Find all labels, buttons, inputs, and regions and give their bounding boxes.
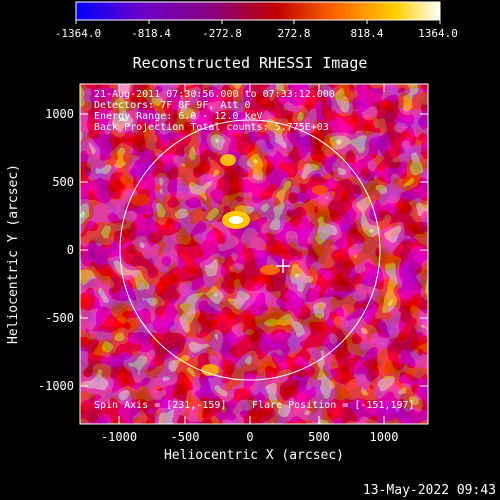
x-tick-label: 500 [308,430,330,444]
spin-axis-marker [276,259,290,273]
y-tick-label: -500 [45,311,74,325]
colorbar-tick-label: 818.4 [350,27,383,40]
y-tick-label: -1000 [38,379,74,393]
x-tick-label: 1000 [370,430,399,444]
bright-source [312,185,328,195]
colorbar-gradient [75,1,441,21]
x-tick-labels: -1000 -500 0 500 1000 [101,430,399,444]
time-range-text: 21-Aug-2011 07:30:56.000 to 07:33:12.000 [94,89,335,100]
colorbar-tick-label: 1364.0 [418,27,458,40]
energy-range-text: Energy Range: 6.0 - 12.0 keV [94,111,263,122]
colorbar-tick-label: -272.8 [202,27,242,40]
spin-axis-text: Spin Axis = [231,-159] [94,400,226,411]
colorbar-tick-label: 272.8 [277,27,310,40]
y-tick-labels: 1000 500 0 -500 -1000 [38,107,74,393]
image-area [80,84,428,424]
y-tick-label: 1000 [45,107,74,121]
x-tick-label: -500 [171,430,200,444]
solar-limb [119,119,381,381]
x-axis-label: Heliocentric X (arcsec) [164,448,344,463]
bright-source [130,194,150,206]
y-axis-label: Heliocentric Y (arcsec) [6,164,21,344]
colorbar-tick-label: -818.4 [131,27,171,40]
bright-source [220,154,236,166]
heatmap-texture [80,84,428,424]
y-tick-label: 0 [67,243,74,257]
x-tick-label: 0 [246,430,253,444]
footer-date: 13-May-2022 09:43 [363,483,496,498]
bright-source [229,216,243,224]
colorbar-ticks [75,20,441,24]
annotations: 21-Aug-2011 07:30:56.000 to 07:33:12.000… [94,89,415,411]
x-tick-label: -1000 [101,430,137,444]
detectors-text: Detectors: 7F 8F 9F, Att 0 [94,100,251,111]
colorbar-tick-label: -1364.0 [55,27,101,40]
colorbar: -1364.0 -818.4 -272.8 272.8 818.4 1364.0 [55,1,458,40]
method-counts-text: Back Projection Total counts: 5.775E+03 [94,122,329,133]
bright-source [201,364,219,376]
plot-title: Reconstructed RHESSI Image [133,54,368,72]
plot-frame [79,83,429,425]
bright-source [260,265,280,275]
y-tick-label: 500 [52,175,74,189]
flare-position-text: Flare Position = [-151,197] [252,400,415,411]
axis-ticks [80,84,428,424]
bright-sources [130,154,328,376]
